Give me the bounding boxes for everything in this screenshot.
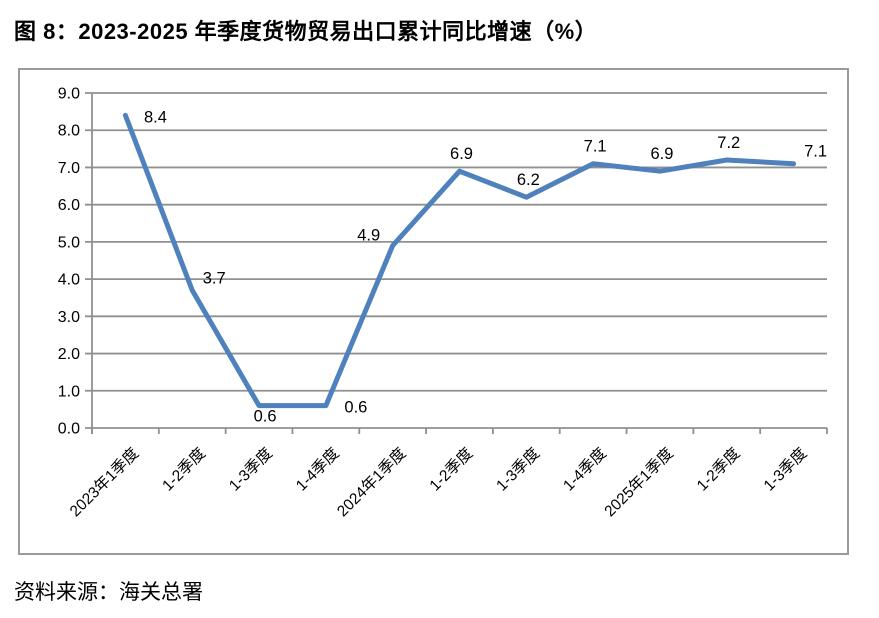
x-axis-label: 1-2季度: [159, 444, 209, 494]
y-axis-label: 8.0: [58, 123, 80, 140]
y-axis-label: 6.0: [58, 197, 80, 214]
data-point-label: 4.9: [357, 227, 380, 245]
x-axis-label: 2023年1季度: [66, 444, 142, 520]
x-axis-label: 1-2季度: [426, 444, 476, 494]
x-axis-label: 2024年1季度: [333, 444, 409, 520]
y-axis-label: 7.0: [58, 160, 80, 177]
data-point-label: 3.7: [203, 269, 226, 287]
y-axis-label: 9.0: [58, 86, 80, 103]
data-point-label: 6.9: [450, 145, 473, 163]
x-axis-label: 1-4季度: [292, 444, 342, 494]
chart-frame: 0.0 1.0 2.0 3.0 4.0 5.0 6.0 7.0 8.0 9.0 2023年1季度 1-…: [18, 68, 849, 555]
source-note: 资料来源：海关总署: [14, 581, 203, 604]
x-axis-label: 1-3季度: [493, 444, 543, 494]
y-axis-label: 5.0: [58, 234, 80, 251]
x-axis-label: 1-3季度: [225, 444, 275, 494]
y-axis-label: 1.0: [58, 383, 80, 400]
series-line: [122, 112, 797, 409]
y-axis-label: 3.0: [58, 309, 80, 326]
data-point-label: 0.6: [344, 399, 367, 417]
x-axis-label: 1-4季度: [559, 444, 609, 494]
data-point-label: 6.9: [650, 145, 673, 163]
x-axis-label: 1-2季度: [693, 444, 743, 494]
data-point-label: 7.2: [717, 134, 740, 152]
y-axis-label: 4.0: [58, 272, 80, 289]
x-axis-label: 1-3季度: [760, 444, 810, 494]
data-point-label: 7.1: [804, 143, 827, 161]
y-axis-label: 0.0: [58, 421, 80, 438]
line-chart: 0.0 1.0 2.0 3.0 4.0 5.0 6.0 7.0 8.0 9.0 2023年1季度 1-…: [58, 86, 828, 520]
data-point-label: 7.1: [584, 138, 607, 156]
x-axis-label: 2025年1季度: [601, 444, 677, 520]
data-point-label: 0.6: [254, 408, 277, 426]
data-point-label: 8.4: [144, 108, 167, 126]
y-axis-label: 2.0: [58, 346, 80, 363]
data-point-label: 6.2: [517, 171, 540, 189]
page-title: 图 8：2023-2025 年季度货物贸易出口累计同比增速（%）: [14, 19, 598, 44]
